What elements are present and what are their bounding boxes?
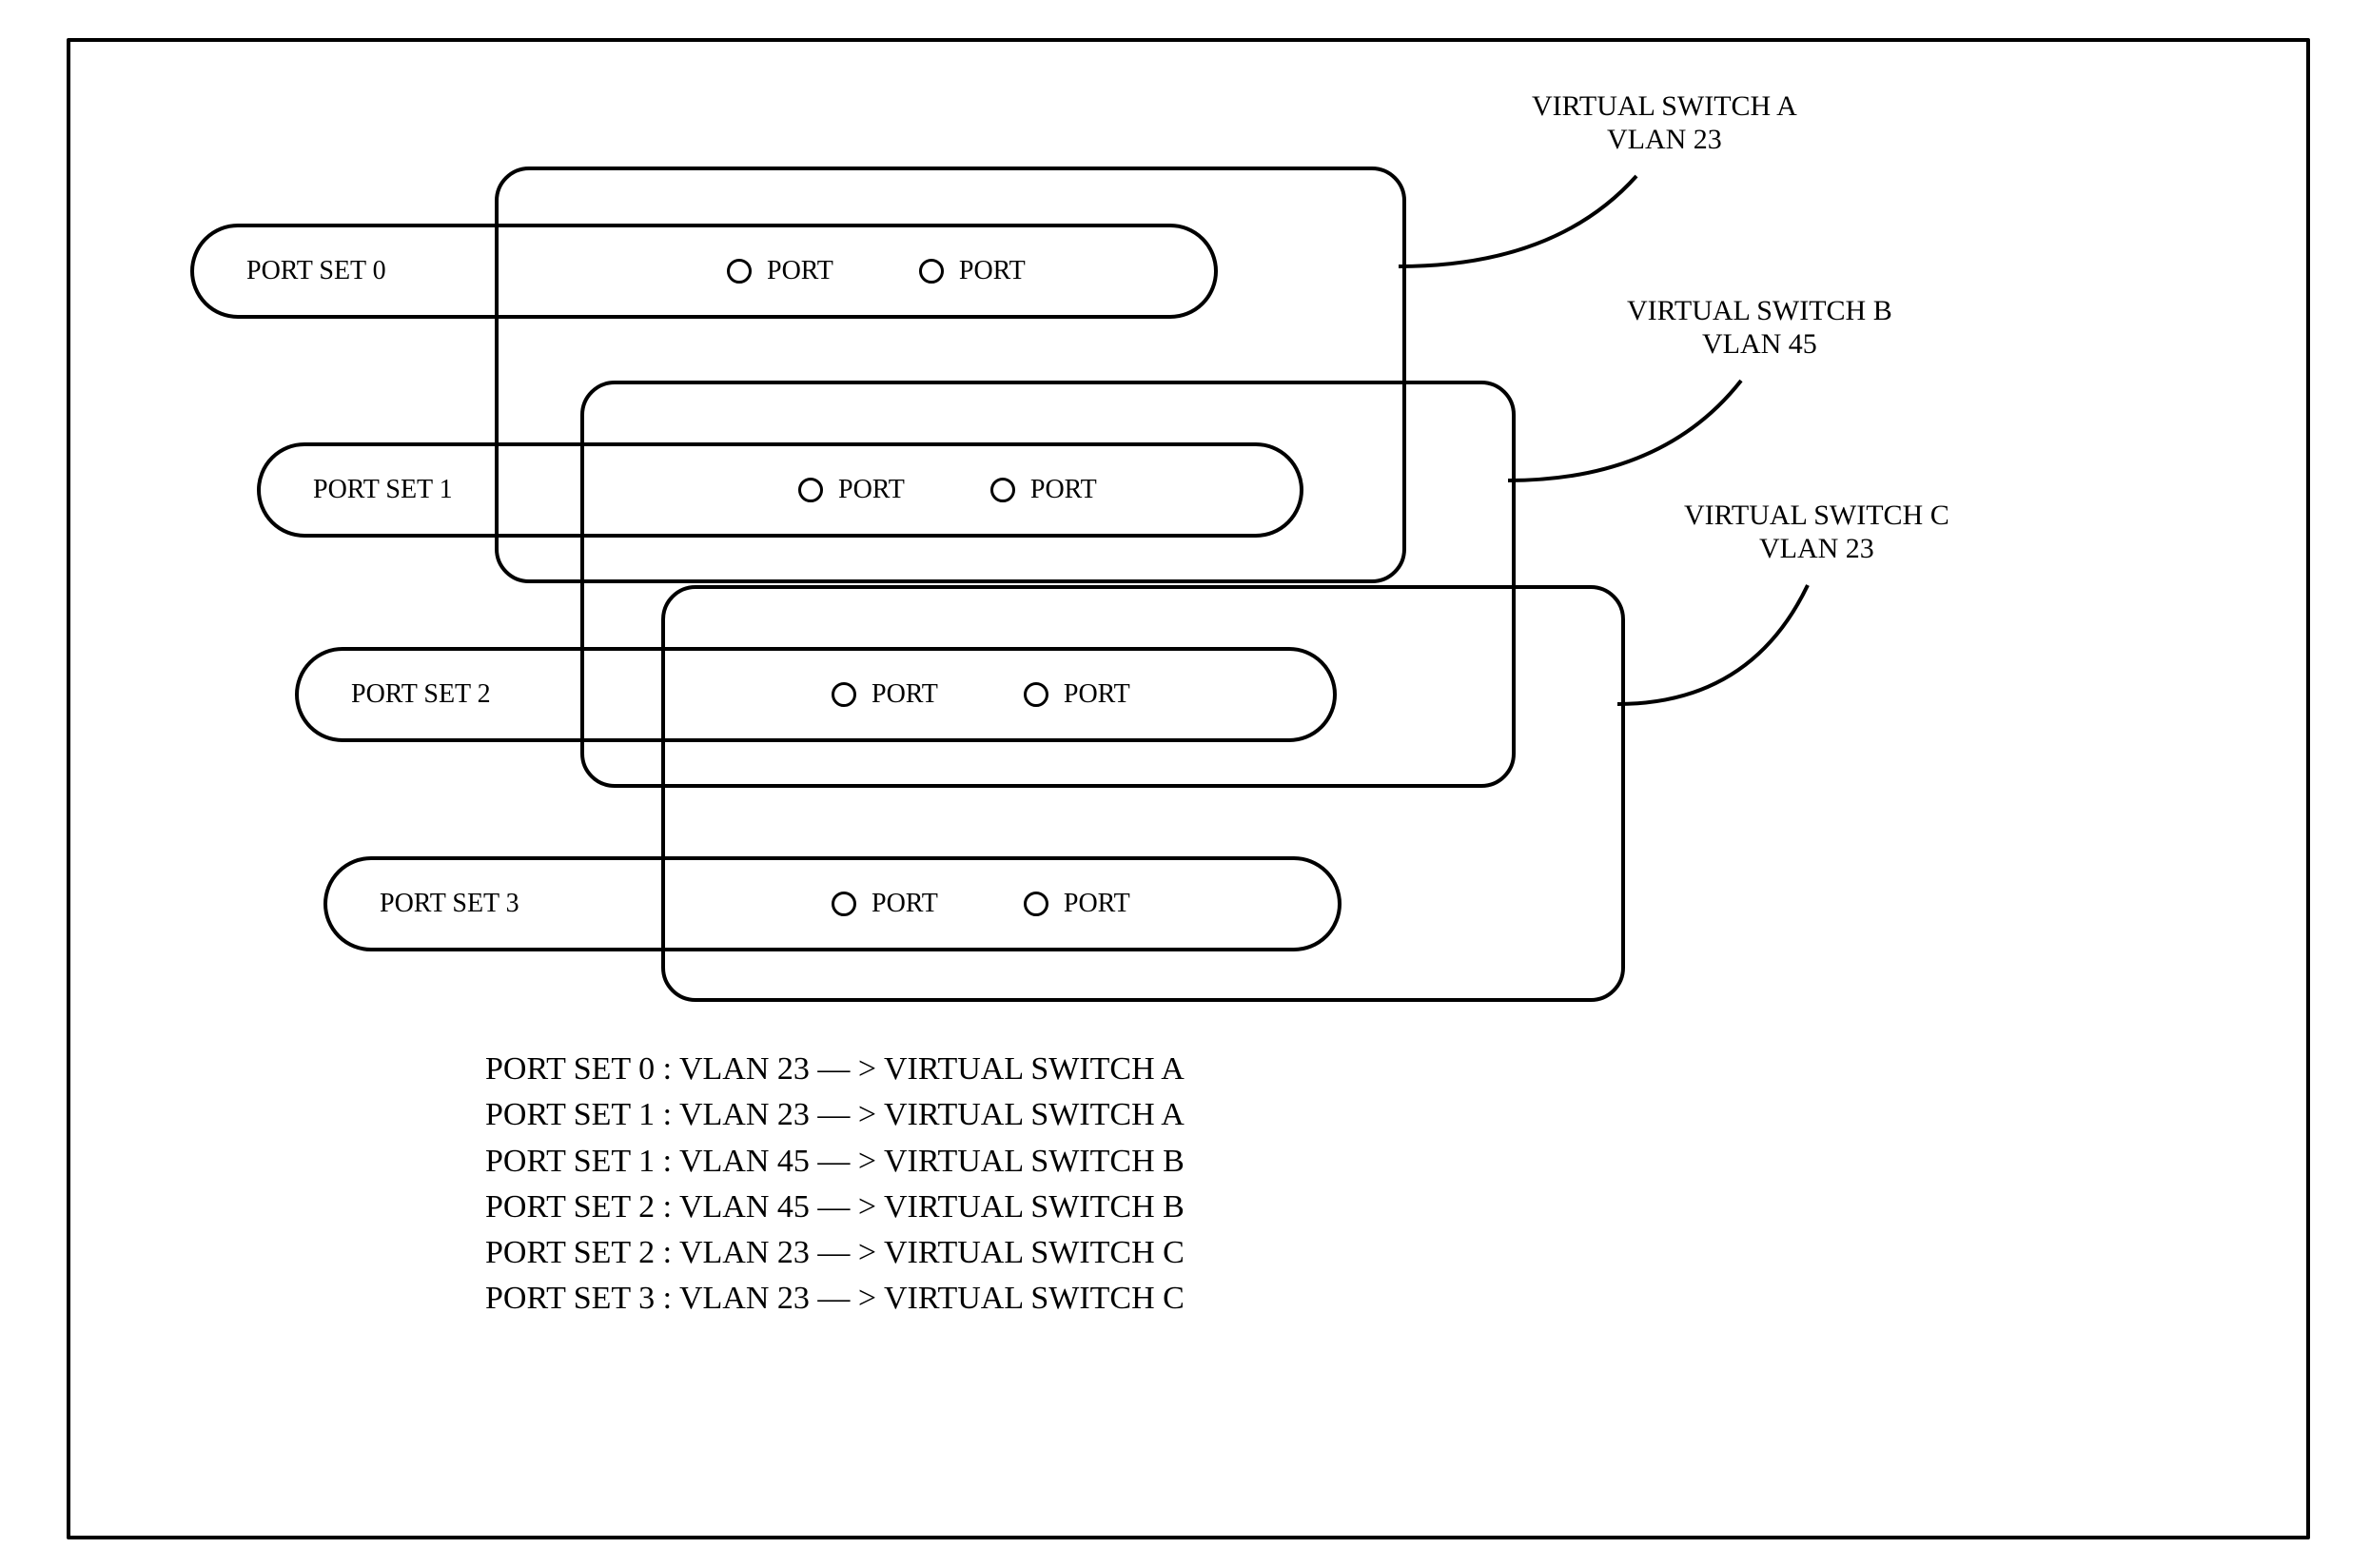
mapping-vswitch: VIRTUAL SWITCH A	[884, 1051, 1185, 1087]
port-set-1-pill: PORT SET 1 PORT PORT	[257, 442, 1303, 538]
mapping-row: PORT SET 2 : VLAN 23 — > VIRTUAL SWITCH …	[485, 1230, 1185, 1276]
mapping-port-set: PORT SET 1	[485, 1097, 655, 1132]
mapping-vlan: VLAN 23	[679, 1235, 810, 1270]
mapping-row: PORT SET 1 : VLAN 23 — > VIRTUAL SWITCH …	[485, 1092, 1185, 1138]
mapping-row: PORT SET 3 : VLAN 23 — > VIRTUAL SWITCH …	[485, 1276, 1185, 1322]
port-icon: PORT	[1024, 889, 1130, 919]
mapping-vlan: VLAN 23	[679, 1051, 810, 1087]
circle-icon	[798, 478, 823, 502]
mapping-row: PORT SET 2 : VLAN 45 — > VIRTUAL SWITCH …	[485, 1185, 1185, 1230]
mapping-vswitch: VIRTUAL SWITCH C	[884, 1281, 1185, 1316]
virtual-switch-b-label: VIRTUAL SWITCH B VLAN 45	[1627, 295, 1892, 361]
mapping-port-set: PORT SET 3	[485, 1281, 655, 1316]
mapping-vlan: VLAN 45	[679, 1189, 810, 1225]
arrow-icon: — >	[810, 1235, 884, 1270]
circle-icon	[919, 259, 944, 284]
mapping-port-set: PORT SET 2	[485, 1189, 655, 1225]
mapping-vlan: VLAN 23	[679, 1281, 810, 1316]
circle-icon	[727, 259, 752, 284]
virtual-switch-a-label: VIRTUAL SWITCH A VLAN 23	[1532, 90, 1797, 156]
mapping-port-set: PORT SET 0	[485, 1051, 655, 1087]
callout-line1: VIRTUAL SWITCH A	[1532, 90, 1797, 124]
port-icon: PORT	[1024, 679, 1130, 710]
callout-line1: VIRTUAL SWITCH C	[1684, 500, 1949, 533]
port-label: PORT	[838, 475, 905, 505]
mapping-port-set: PORT SET 1	[485, 1144, 655, 1179]
mapping-vswitch: VIRTUAL SWITCH A	[884, 1097, 1185, 1132]
circle-icon	[832, 892, 856, 916]
port-group: PORT PORT	[727, 256, 1026, 286]
diagram-frame: PORT SET 0 PORT PORT PORT SET 1 PORT POR…	[0, 0, 2370, 1568]
mapping-colon: :	[655, 1097, 679, 1132]
mapping-vlan: VLAN 45	[679, 1144, 810, 1179]
mapping-row: PORT SET 0 : VLAN 23 — > VIRTUAL SWITCH …	[485, 1047, 1185, 1092]
port-group: PORT PORT	[832, 889, 1130, 919]
port-label: PORT	[872, 679, 938, 710]
mapping-list: PORT SET 0 : VLAN 23 — > VIRTUAL SWITCH …	[485, 1047, 1185, 1323]
port-label: PORT	[1064, 889, 1130, 919]
port-group: PORT PORT	[832, 679, 1130, 710]
callout-line2: VLAN 23	[1684, 533, 1949, 566]
port-set-0-pill: PORT SET 0 PORT PORT	[190, 224, 1218, 319]
port-set-label: PORT SET 3	[380, 889, 519, 919]
mapping-colon: :	[655, 1144, 679, 1179]
mapping-vlan: VLAN 23	[679, 1097, 810, 1132]
port-label: PORT	[1064, 679, 1130, 710]
mapping-colon: :	[655, 1051, 679, 1087]
arrow-icon: — >	[810, 1281, 884, 1316]
arrow-icon: — >	[810, 1144, 884, 1179]
arrow-icon: — >	[810, 1097, 884, 1132]
port-set-label: PORT SET 2	[351, 679, 491, 710]
callout-line2: VLAN 45	[1627, 328, 1892, 362]
circle-icon	[990, 478, 1015, 502]
circle-icon	[1024, 682, 1048, 707]
port-icon: PORT	[919, 256, 1026, 286]
port-set-2-pill: PORT SET 2 PORT PORT	[295, 647, 1337, 742]
port-icon: PORT	[832, 889, 938, 919]
mapping-vswitch: VIRTUAL SWITCH C	[884, 1235, 1185, 1270]
callout-line2: VLAN 23	[1532, 124, 1797, 157]
port-set-label: PORT SET 0	[246, 256, 386, 286]
virtual-switch-c-label: VIRTUAL SWITCH C VLAN 23	[1684, 500, 1949, 565]
port-group: PORT PORT	[798, 475, 1097, 505]
circle-icon	[1024, 892, 1048, 916]
mapping-colon: :	[655, 1281, 679, 1316]
mapping-colon: :	[655, 1235, 679, 1270]
port-icon: PORT	[727, 256, 833, 286]
callout-line1: VIRTUAL SWITCH B	[1627, 295, 1892, 328]
port-label: PORT	[1030, 475, 1097, 505]
diagram-area: PORT SET 0 PORT PORT PORT SET 1 PORT POR…	[67, 38, 2302, 1532]
circle-icon	[832, 682, 856, 707]
port-set-3-pill: PORT SET 3 PORT PORT	[323, 856, 1342, 951]
mapping-vswitch: VIRTUAL SWITCH B	[884, 1144, 1185, 1179]
port-icon: PORT	[832, 679, 938, 710]
arrow-icon: — >	[810, 1051, 884, 1087]
port-label: PORT	[959, 256, 1026, 286]
port-icon: PORT	[990, 475, 1097, 505]
port-icon: PORT	[798, 475, 905, 505]
port-label: PORT	[872, 889, 938, 919]
mapping-vswitch: VIRTUAL SWITCH B	[884, 1189, 1185, 1225]
arrow-icon: — >	[810, 1189, 884, 1225]
mapping-row: PORT SET 1 : VLAN 45 — > VIRTUAL SWITCH …	[485, 1139, 1185, 1185]
port-set-label: PORT SET 1	[313, 475, 453, 505]
mapping-port-set: PORT SET 2	[485, 1235, 655, 1270]
mapping-colon: :	[655, 1189, 679, 1225]
port-label: PORT	[767, 256, 833, 286]
